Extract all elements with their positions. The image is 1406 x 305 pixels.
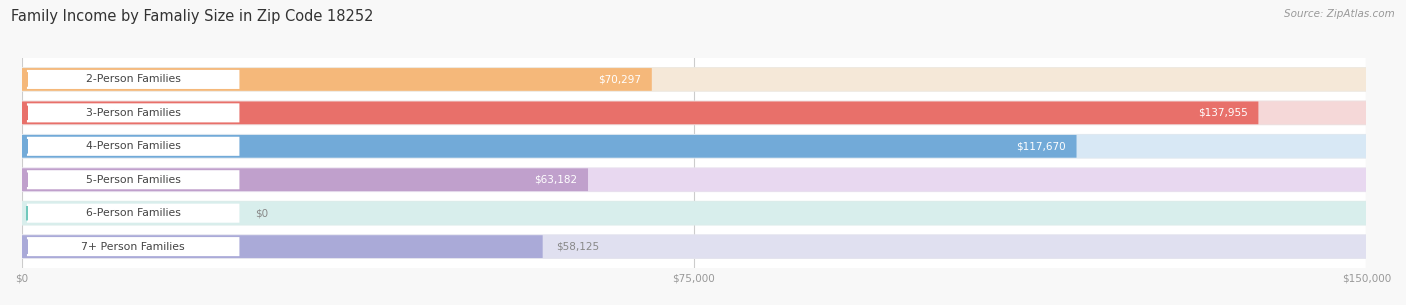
FancyBboxPatch shape (27, 103, 239, 122)
FancyBboxPatch shape (20, 234, 1368, 259)
FancyBboxPatch shape (27, 237, 239, 256)
Text: $63,182: $63,182 (534, 175, 578, 185)
FancyBboxPatch shape (21, 135, 1367, 158)
Text: Source: ZipAtlas.com: Source: ZipAtlas.com (1284, 9, 1395, 19)
FancyBboxPatch shape (20, 67, 1368, 92)
Text: $137,955: $137,955 (1198, 108, 1247, 118)
FancyBboxPatch shape (27, 70, 239, 89)
FancyBboxPatch shape (21, 235, 1367, 258)
FancyBboxPatch shape (21, 235, 543, 258)
FancyBboxPatch shape (27, 170, 239, 189)
Text: 3-Person Families: 3-Person Families (86, 108, 180, 118)
Text: Family Income by Famaliy Size in Zip Code 18252: Family Income by Famaliy Size in Zip Cod… (11, 9, 374, 24)
Text: 4-Person Families: 4-Person Families (86, 141, 180, 151)
FancyBboxPatch shape (20, 101, 1368, 125)
Text: $58,125: $58,125 (557, 242, 599, 252)
Text: $117,670: $117,670 (1017, 141, 1066, 151)
FancyBboxPatch shape (21, 102, 1367, 124)
Text: $0: $0 (256, 208, 269, 218)
FancyBboxPatch shape (21, 202, 1367, 224)
FancyBboxPatch shape (21, 135, 1077, 158)
FancyBboxPatch shape (20, 201, 1368, 225)
Text: 6-Person Families: 6-Person Families (86, 208, 180, 218)
FancyBboxPatch shape (21, 68, 652, 91)
Text: 2-Person Families: 2-Person Families (86, 74, 180, 84)
Text: 5-Person Families: 5-Person Families (86, 175, 180, 185)
FancyBboxPatch shape (20, 134, 1368, 159)
FancyBboxPatch shape (21, 168, 1367, 191)
FancyBboxPatch shape (21, 168, 588, 191)
Text: 7+ Person Families: 7+ Person Families (82, 242, 186, 252)
FancyBboxPatch shape (21, 102, 1258, 124)
FancyBboxPatch shape (27, 137, 239, 156)
Text: $70,297: $70,297 (598, 74, 641, 84)
FancyBboxPatch shape (27, 204, 239, 223)
FancyBboxPatch shape (21, 68, 1367, 91)
FancyBboxPatch shape (20, 167, 1368, 192)
